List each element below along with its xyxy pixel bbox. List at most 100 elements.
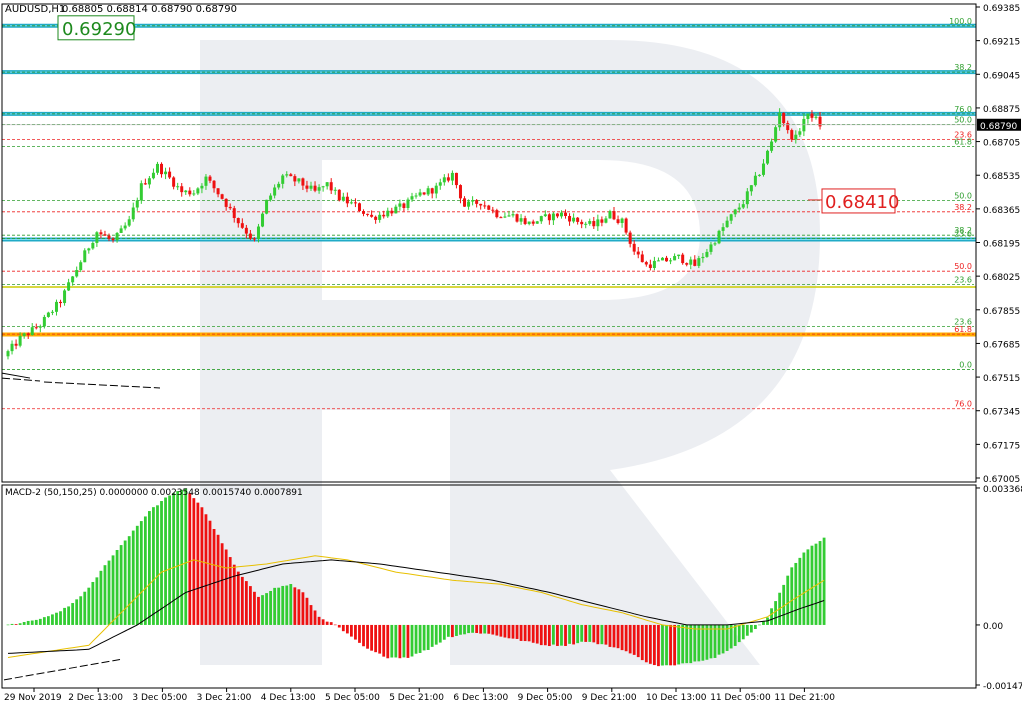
macd-histogram-bar [135, 525, 139, 625]
candle-body [535, 221, 539, 224]
candle-body [277, 183, 281, 188]
macd-histogram-bar [293, 587, 297, 625]
candle-body [34, 327, 38, 329]
candle-body [273, 187, 277, 196]
macd-histogram-bar [253, 591, 256, 625]
macd-histogram-bar [240, 576, 244, 625]
candle-body [244, 227, 248, 234]
candle-body [786, 123, 790, 131]
candle-body [774, 127, 778, 142]
candle-body [301, 178, 305, 186]
macd-histogram-bar [507, 624, 511, 639]
macd-histogram-bar [51, 614, 54, 625]
macd-histogram-bar [139, 521, 143, 625]
ohlc-header: 0.68805 0.68814 0.68790 0.68790 [62, 4, 237, 15]
candle-body [681, 254, 685, 264]
candle-body [252, 238, 256, 240]
fib-level-label: 23.6 [954, 318, 972, 327]
macd-histogram-bar [358, 624, 361, 643]
macd-histogram-bar [552, 624, 555, 645]
macd-histogram-bar [471, 624, 474, 633]
candle-body [685, 263, 689, 265]
candle-body [236, 218, 240, 224]
macd-histogram-bar [547, 624, 551, 647]
candle-body [26, 333, 30, 336]
macd-histogram-bar [232, 564, 236, 625]
fib-level-label: 50.0 [954, 115, 972, 124]
candle-body [184, 190, 188, 193]
macd-histogram-bar [709, 624, 713, 659]
candle-body [378, 214, 382, 220]
macd-histogram-bar [705, 624, 709, 660]
candle-body [256, 226, 260, 239]
price-tick-label: 0.68535 [983, 172, 1020, 182]
macd-histogram-bar [38, 618, 42, 625]
macd-histogram-bar [459, 624, 462, 635]
candle-body [467, 201, 471, 207]
macd-histogram-bar [729, 624, 733, 649]
macd-histogram-bar [580, 624, 584, 642]
macd-histogram-bar [511, 624, 515, 639]
candle-body [204, 176, 208, 186]
macd-histogram-bar [713, 624, 717, 658]
candle-body [289, 174, 293, 177]
candle-body [523, 218, 527, 224]
candle-body [309, 185, 313, 189]
macd-histogram-bar [257, 596, 260, 625]
macd-histogram-bar [523, 624, 527, 642]
macd-histogram-bar [152, 507, 155, 625]
macd-histogram-bar [160, 501, 163, 625]
candle-body [285, 174, 289, 176]
candle-body [22, 333, 26, 336]
macd-histogram-bar [156, 505, 159, 625]
candle-body [18, 335, 22, 346]
macd-histogram-bar [806, 549, 810, 625]
candle-body [75, 270, 79, 277]
candles [6, 108, 822, 360]
macd-histogram-bar [341, 624, 345, 632]
candle-body [212, 180, 216, 189]
time-tick-label: 11 Dec 21:00 [774, 693, 835, 703]
candle-body [531, 221, 535, 224]
candle-body [454, 172, 458, 186]
fib-level-label: 23.6 [954, 276, 972, 285]
candle-body [10, 343, 14, 352]
macd-histogram-bar [337, 624, 341, 628]
macd-histogram-bar [42, 617, 46, 625]
macd-histogram-bar [313, 610, 317, 625]
price-tick-label: 0.68705 [983, 139, 1020, 149]
fib-level-label: 0.0 [959, 361, 972, 370]
macd-histogram-bar [71, 603, 75, 625]
candle-body [487, 205, 491, 210]
candle-body [50, 311, 54, 313]
candle-body [313, 185, 317, 191]
candle-body [588, 221, 592, 224]
macd-histogram-bar [382, 624, 386, 657]
macd-dashed-line [3, 659, 121, 681]
candle-body [337, 189, 341, 201]
candle-body [196, 188, 200, 194]
candle-body [220, 194, 224, 199]
candle-body [580, 221, 584, 225]
macd-histogram-bar [515, 624, 519, 639]
macd-histogram-bar [309, 605, 313, 625]
macd-histogram-bar [774, 601, 777, 625]
macd-histogram-bar [143, 516, 147, 625]
macd-histogram-bar [572, 624, 575, 645]
macd-histogram-bar [196, 502, 200, 625]
price-tick-label: 0.68025 [983, 273, 1020, 283]
time-tick-label: 9 Dec 05:00 [518, 693, 573, 703]
macd-histogram-bar [370, 624, 373, 651]
macd-histogram-bar [628, 624, 632, 654]
candle-body [402, 203, 406, 208]
candle-body [733, 209, 737, 215]
candle-body [612, 211, 616, 220]
candle-body [604, 218, 608, 223]
macd-histogram-bar [624, 624, 628, 652]
price-tick-label: 0.69385 [983, 4, 1020, 14]
candle-body [511, 214, 515, 216]
macd-histogram-bar [220, 543, 224, 625]
macd-histogram-bar [75, 599, 79, 625]
macd-histogram-bar [394, 624, 398, 658]
macd-histogram-bar [236, 571, 240, 625]
